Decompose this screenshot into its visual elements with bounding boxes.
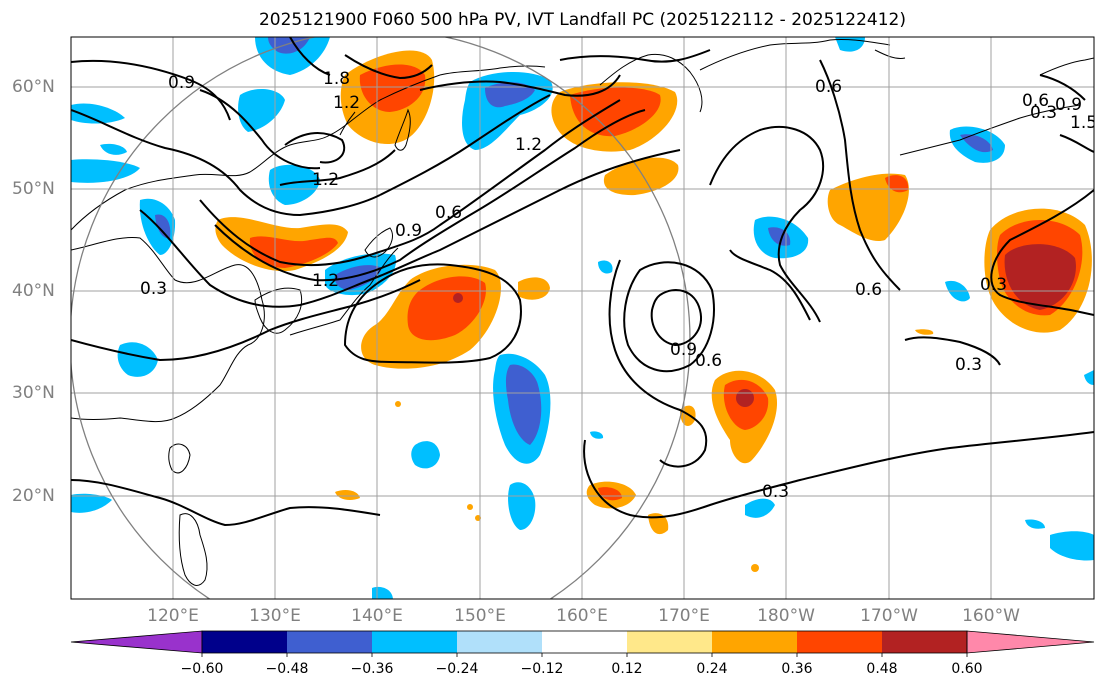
colorbar-tick-label: 0.36 <box>781 661 813 677</box>
lon-label: 150°E <box>454 606 506 626</box>
contour-label: 1.2 <box>515 135 542 155</box>
anomaly-positive <box>518 277 550 300</box>
colorbar-tick-label: −0.48 <box>265 661 309 677</box>
anomaly-positive <box>467 504 473 510</box>
colorbar-extend-low <box>70 630 203 654</box>
lat-label: 20°N <box>12 486 55 506</box>
lat-label: 50°N <box>12 179 55 199</box>
anomaly-negative <box>1025 519 1045 529</box>
anomaly-negative <box>71 493 112 513</box>
lon-label: 160°E <box>556 606 608 626</box>
lon-label: 180°W <box>757 606 815 626</box>
anomaly-negative <box>117 342 158 377</box>
colorbar-tick-label: −0.36 <box>350 661 394 677</box>
anomaly-positive <box>395 401 401 407</box>
anomaly-positive-core <box>1004 244 1076 310</box>
colorbar-tick-label: −0.12 <box>520 661 564 677</box>
lon-label: 170°E <box>658 606 710 626</box>
anomaly-positive <box>407 276 486 341</box>
colorbar-tick-label: −0.24 <box>435 661 479 677</box>
colorbar-segment <box>627 631 712 653</box>
colorbar-segment <box>882 631 967 653</box>
anomaly-positive <box>335 490 360 500</box>
colorbar-segment <box>202 631 287 653</box>
anomaly-negative <box>745 498 775 518</box>
colorbar-segment <box>712 631 797 653</box>
map-frame <box>70 36 1095 600</box>
colorbar-segment <box>457 631 542 653</box>
lon-label: 160°W <box>962 606 1020 626</box>
anomaly-positive-core <box>736 389 754 407</box>
anomaly-negative <box>71 159 140 183</box>
anomaly-negative <box>505 364 542 445</box>
anomaly-negative <box>268 164 320 205</box>
colorbar-tick-label: 0.24 <box>696 661 728 677</box>
lon-label: 170°W <box>860 606 918 626</box>
colorbar-extend-high <box>966 630 1095 654</box>
anomaly-negative <box>71 103 125 124</box>
anomaly-negative <box>100 143 127 155</box>
contour-label: 0.6 <box>435 203 462 223</box>
contour-label: 0.9 <box>1055 95 1082 115</box>
anomaly-negative <box>1050 531 1094 561</box>
contour-label: 0.9 <box>670 340 697 360</box>
contour-labels: 0.9 1.8 1.2 1.2 0.9 0.6 1.2 0.3 1.2 0.6 … <box>140 69 1097 502</box>
anomaly-positive <box>885 175 909 193</box>
contour-label: 1.2 <box>312 170 339 190</box>
colorbar-segment <box>797 631 882 653</box>
colorbar <box>70 630 1095 657</box>
pv-contours <box>71 37 1094 527</box>
lat-label: 60°N <box>12 77 55 97</box>
contour-label: 0.3 <box>980 275 1007 295</box>
anomaly-positive <box>751 564 759 572</box>
colorbar-segment <box>542 631 627 653</box>
contour-label: 0.9 <box>395 221 422 241</box>
contour-label: 1.2 <box>333 93 360 113</box>
anomaly-negative <box>1084 370 1094 385</box>
anomaly-positive <box>570 87 661 137</box>
map-title: 2025121900 F060 500 hPa PV, IVT Landfall… <box>258 10 906 30</box>
anomaly-negative <box>508 482 536 530</box>
colorbar-segment <box>287 631 372 653</box>
anomaly-negative <box>155 214 171 239</box>
graticule <box>71 37 1094 599</box>
contour-label: 0.3 <box>1030 103 1057 123</box>
anomaly-positive <box>648 513 669 535</box>
colorbar-tick-label: 0.12 <box>611 661 643 677</box>
colorbar-segment <box>372 631 457 653</box>
contour-label: 0.6 <box>695 351 722 371</box>
lat-label: 40°N <box>12 281 55 301</box>
contour-label: 0.3 <box>955 355 982 375</box>
lon-label: 130°E <box>249 606 301 626</box>
colorbar-tick-label: 0.60 <box>951 661 983 677</box>
anomaly-positive <box>915 329 934 335</box>
anomaly-positive <box>598 487 622 501</box>
anomaly-negative <box>598 260 613 274</box>
colorbar-tick-label: −0.60 <box>180 661 224 677</box>
anomaly-positive-core <box>453 293 463 303</box>
colorbar-tick-label: 0.48 <box>866 661 898 677</box>
lon-label: 140°E <box>351 606 403 626</box>
anomaly-negative <box>238 88 285 132</box>
contour-label: 0.6 <box>855 280 882 300</box>
anomaly-negative <box>590 431 604 439</box>
contour-label: 1.2 <box>312 271 339 291</box>
contour-label: 0.6 <box>1022 91 1049 111</box>
anomaly-negative <box>960 134 993 153</box>
anomaly-positive <box>249 236 338 268</box>
anomaly-positive <box>603 157 679 196</box>
shaded-anomalies <box>71 37 1094 599</box>
contour-label: 1.5 <box>1070 113 1097 133</box>
lat-label: 30°N <box>12 383 55 403</box>
contour-label: 0.3 <box>140 279 167 299</box>
contour-label: 0.3 <box>762 482 789 502</box>
anomaly-negative <box>485 82 535 108</box>
lon-label: 120°E <box>147 606 199 626</box>
contour-label: 1.8 <box>323 69 350 89</box>
contour-label: 0.6 <box>815 77 842 97</box>
anomaly-negative <box>411 441 440 469</box>
contour-label: 0.9 <box>168 73 195 93</box>
